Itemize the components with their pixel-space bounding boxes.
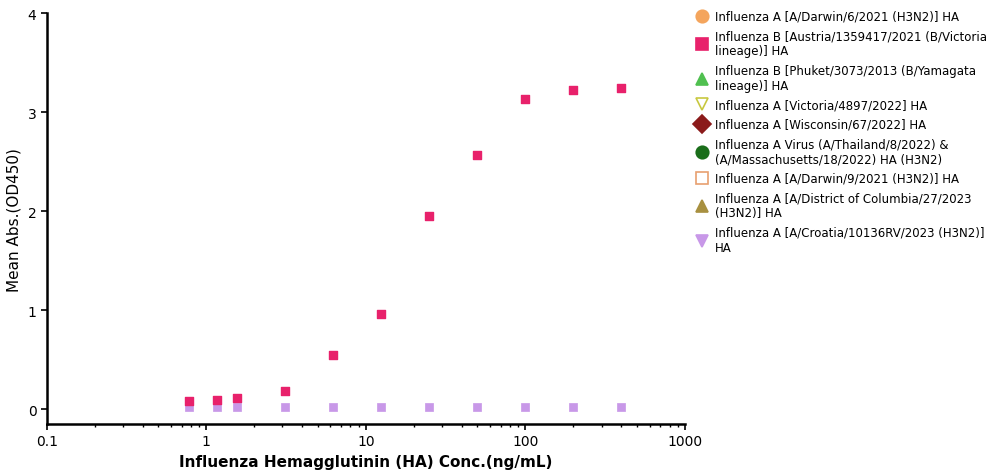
Point (325, 351, 341, 359)
Point (181, 397, 197, 405)
Point (325, 404, 341, 411)
Point (565, 88, 581, 95)
Point (421, 404, 437, 411)
Point (209, 404, 225, 411)
Point (613, 85, 629, 92)
Point (229, 395, 245, 402)
Point (277, 388, 293, 396)
Point (469, 404, 485, 411)
Point (181, 404, 197, 411)
Point (229, 404, 245, 411)
Point (469, 152, 485, 159)
Point (373, 311, 389, 318)
Legend: Influenza A [A/Darwin/6/2021 (H3N2)] HA, Influenza B [Austria/1359417/2021 (B/Vi: Influenza A [A/Darwin/6/2021 (H3N2)] HA,… (691, 6, 992, 259)
Point (277, 404, 293, 411)
Point (421, 213, 437, 220)
Point (613, 404, 629, 411)
Point (209, 397, 225, 404)
Point (373, 404, 389, 411)
X-axis label: Influenza Hemagglutinin (HA) Conc.(ng/mL): Influenza Hemagglutinin (HA) Conc.(ng/mL… (179, 454, 553, 469)
Point (565, 404, 581, 411)
Y-axis label: Mean Abs.(OD450): Mean Abs.(OD450) (7, 148, 22, 291)
Point (517, 96, 533, 104)
Point (517, 404, 533, 411)
